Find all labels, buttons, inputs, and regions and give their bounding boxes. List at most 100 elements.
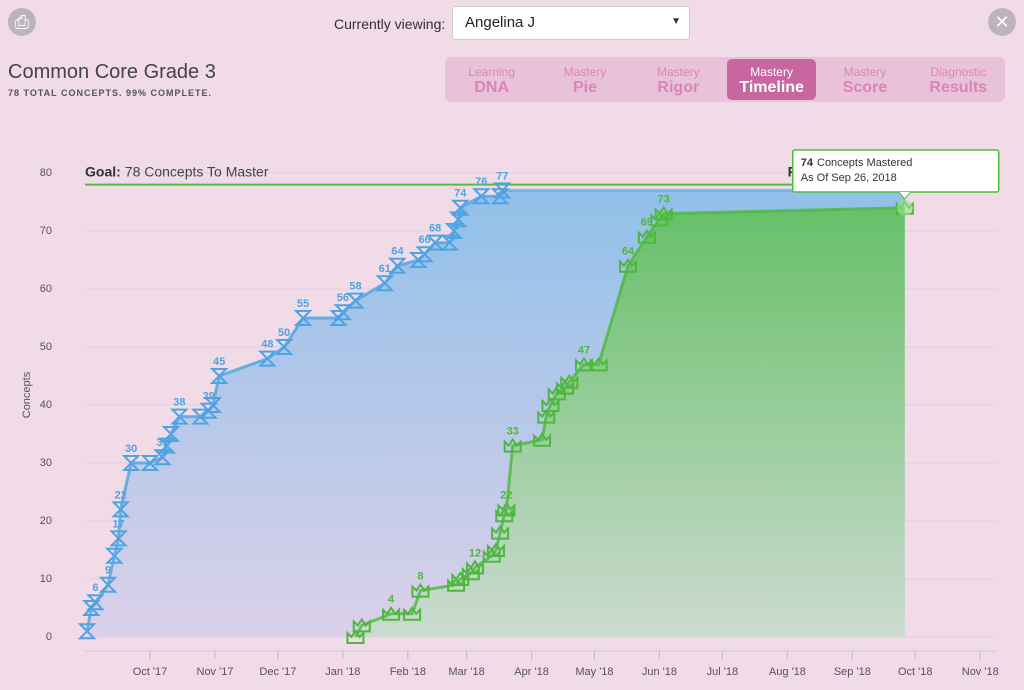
data-marker xyxy=(257,350,277,367)
series-line xyxy=(354,206,905,638)
tab-bar: Learning DNA Mastery Pie Mastery Rigor Mastery… xyxy=(445,57,1005,102)
x-tick-label: Sep '18 xyxy=(834,666,871,678)
data-label: 31 xyxy=(156,437,168,449)
print-button[interactable]: ⎙ xyxy=(8,8,36,36)
data-label: 22 xyxy=(500,489,512,501)
data-label: 45 xyxy=(213,356,225,368)
data-label: 30 xyxy=(125,443,137,455)
x-tick-label: May '18 xyxy=(575,666,613,678)
student-select[interactable]: Angelina J ▼ xyxy=(452,6,690,40)
data-marker xyxy=(619,257,638,273)
data-marker xyxy=(346,292,365,309)
data-label: 77 xyxy=(496,170,508,182)
tab[interactable]: Mastery Rigor xyxy=(634,59,723,100)
hover-point xyxy=(896,199,913,216)
data-marker xyxy=(503,437,522,453)
data-marker xyxy=(86,594,105,611)
x-tick-label: Feb '18 xyxy=(390,666,426,678)
data-label: 8 xyxy=(417,571,423,583)
x-tick-label: Jan '18 xyxy=(325,666,360,678)
tab[interactable]: Mastery Timeline xyxy=(726,59,817,100)
data-label: 38 xyxy=(173,397,185,409)
y-tick-label: 30 xyxy=(40,457,52,469)
data-marker xyxy=(77,623,97,640)
tab[interactable]: Learning DNA xyxy=(447,59,536,100)
data-marker xyxy=(104,547,124,564)
data-label: 56 xyxy=(337,292,349,304)
areas xyxy=(87,188,905,638)
tab[interactable]: Mastery Pie xyxy=(540,59,629,100)
data-marker xyxy=(491,524,510,540)
tab-top: Mastery xyxy=(656,65,700,79)
x-tick-label: Mar '18 xyxy=(448,666,484,678)
data-marker xyxy=(375,275,395,292)
tab-bottom: Rigor xyxy=(657,79,700,96)
viewing-label: Currently viewing: xyxy=(334,16,446,32)
data-marker xyxy=(492,182,512,199)
data-marker xyxy=(140,455,160,471)
y-tick-label: 70 xyxy=(40,225,52,237)
data-label: 68 xyxy=(429,223,441,235)
y-tick-label: 0 xyxy=(46,631,52,643)
data-label: 48 xyxy=(261,339,273,351)
tab-top: Mastery xyxy=(843,65,887,79)
tooltip-line1: 74 Concepts Mastered xyxy=(801,157,913,169)
student-name: Angelina J xyxy=(465,14,536,31)
data-marker xyxy=(465,559,484,575)
data-label: 12 xyxy=(469,547,481,559)
data-marker xyxy=(637,228,656,244)
x-tick-label: Oct '18 xyxy=(898,666,933,678)
data-marker xyxy=(486,542,505,557)
tab-bottom: Results xyxy=(929,79,988,96)
data-label: 17 xyxy=(112,518,124,530)
data-marker xyxy=(560,373,579,389)
y-axis-label: Concepts xyxy=(21,371,33,418)
x-tick-label: Oct '17 xyxy=(133,666,168,678)
data-marker xyxy=(447,576,466,592)
data-marker xyxy=(203,397,223,413)
data-marker xyxy=(541,397,560,412)
data-label: 39 xyxy=(203,391,215,403)
y-tick-label: 20 xyxy=(40,515,52,527)
data-marker xyxy=(482,547,501,563)
data-marker xyxy=(111,501,131,518)
data-label: 4 xyxy=(388,594,395,606)
data-marker xyxy=(574,356,593,372)
data-marker xyxy=(556,379,575,395)
y-tick-label: 10 xyxy=(40,573,52,585)
tab[interactable]: Diagnostic Results xyxy=(914,59,1003,100)
data-label: 64 xyxy=(391,246,404,258)
data-label: 47 xyxy=(578,344,590,356)
x-tick-label: Nov '18 xyxy=(962,666,999,678)
x-tick-label: Apr '18 xyxy=(514,666,549,678)
data-marker xyxy=(411,582,430,598)
data-marker xyxy=(387,257,407,274)
data-marker xyxy=(547,385,566,401)
data-marker xyxy=(98,576,118,593)
tooltip-line2: As Of Sep 26, 2018 xyxy=(801,172,897,184)
data-marker xyxy=(415,246,435,263)
goal-text: Goal: 78 Concepts To Master xyxy=(85,163,269,179)
tooltip-text: Concepts Mastered xyxy=(817,157,912,169)
data-marker xyxy=(161,426,181,442)
data-label: 6 xyxy=(92,582,98,594)
tab-bottom: DNA xyxy=(474,79,509,96)
data-marker xyxy=(329,310,349,326)
y-tick-label: 40 xyxy=(40,399,52,411)
page-title: Common Core Grade 3 xyxy=(8,61,216,83)
data-marker xyxy=(81,600,101,616)
close-button[interactable]: ✕ xyxy=(988,8,1016,36)
data-label: 64 xyxy=(622,246,635,258)
tab-top: Diagnostic xyxy=(930,65,987,79)
y-tick-label: 80 xyxy=(40,167,52,179)
data-marker xyxy=(121,455,141,471)
goal-label: Goal: xyxy=(85,163,121,179)
data-marker xyxy=(497,501,516,517)
data-marker xyxy=(346,629,365,644)
data-marker xyxy=(293,310,313,326)
x-tick-label: Dec '17 xyxy=(259,666,296,678)
data-marker xyxy=(199,402,219,419)
data-marker xyxy=(650,211,669,227)
tab[interactable]: Mastery Score xyxy=(820,59,909,100)
